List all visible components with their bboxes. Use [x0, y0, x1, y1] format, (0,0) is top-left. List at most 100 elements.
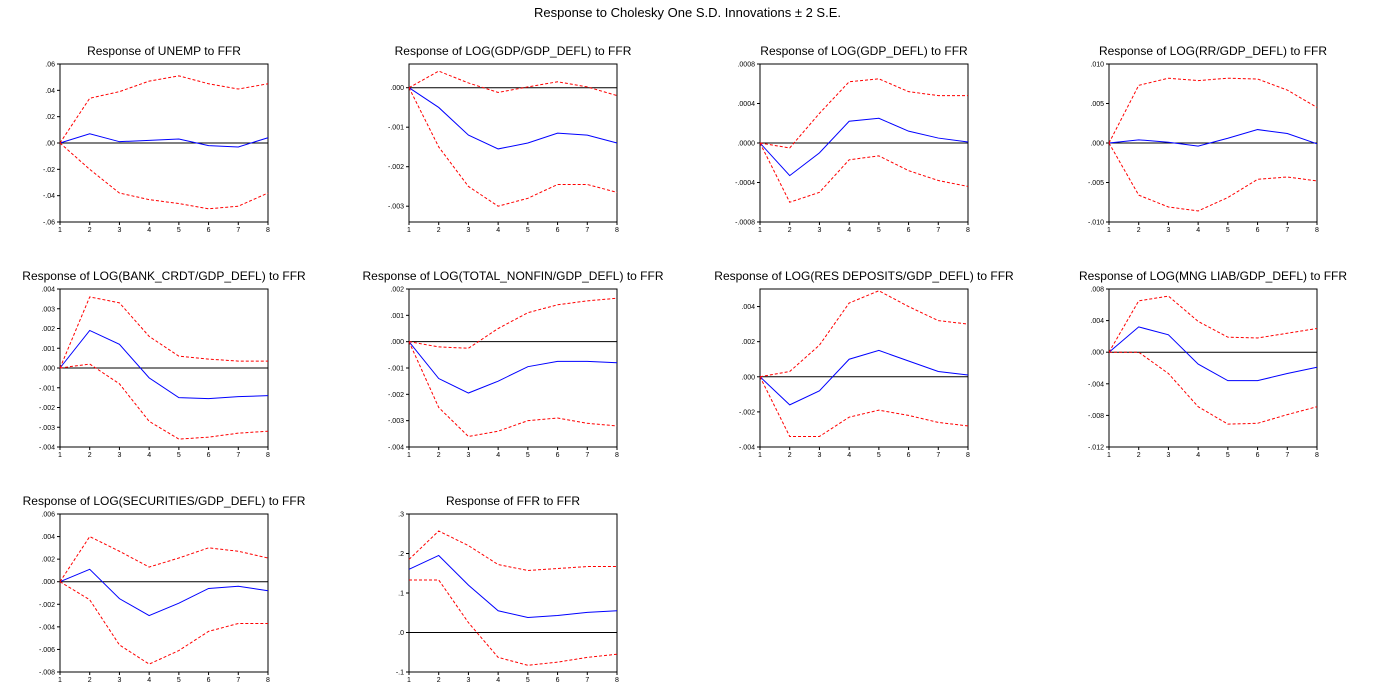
x-tick-label: 4 [847, 227, 851, 234]
plot-frame [59, 513, 269, 673]
upper-band-line [59, 296, 268, 369]
y-tick-label: .000 [1090, 350, 1104, 357]
y-tick-label: -.06 [43, 220, 55, 227]
x-tick-label: 7 [236, 452, 240, 459]
figure-title: Response to Cholesky One S.D. Innovation… [533, 5, 842, 20]
chart-panel: Response of LOG(TOTAL_NONFIN/GDP_DEFL) t… [363, 269, 664, 459]
panel-title: Response of LOG(BANK_CRDT/GDP_DEFL) to F… [22, 269, 306, 283]
panel-title: Response of LOG(SECURITIES/GDP_DEFL) to … [23, 494, 306, 508]
x-tick-label: 5 [526, 677, 530, 684]
x-tick-label: 4 [147, 677, 151, 684]
y-tick-label: -.001 [39, 385, 55, 392]
lower-band-line [1109, 351, 1318, 425]
x-tick-label: 1 [58, 452, 62, 459]
x-tick-label: 1 [758, 452, 762, 459]
x-tick-label: 1 [58, 677, 62, 684]
chart-panel: Response of LOG(GDP/GDP_DEFL) to FFR .000… [388, 44, 632, 234]
x-tick-label: 2 [788, 452, 792, 459]
y-tick-label: -.002 [388, 392, 404, 399]
x-tick-label: 2 [88, 677, 92, 684]
y-tick-label: -.002 [388, 164, 404, 171]
chart-panel: Response of UNEMP to FFR .06 .04 .02 .00 -.02… [43, 44, 270, 234]
x-tick-label: 4 [496, 227, 500, 234]
response-line [408, 554, 618, 618]
y-tick-label: -.04 [43, 193, 55, 200]
x-tick-label: 2 [788, 227, 792, 234]
y-tick-label: .002 [741, 339, 755, 346]
y-tick-label: -.003 [39, 425, 55, 432]
y-tick-label: .0004 [737, 101, 755, 108]
x-tick-label: 2 [437, 452, 441, 459]
x-tick-label: 8 [1315, 227, 1319, 234]
x-tick-label: 7 [936, 227, 940, 234]
x-tick-label: 1 [407, 227, 411, 234]
x-tick-label: 6 [207, 677, 211, 684]
y-tick-label: .002 [390, 287, 404, 294]
panel-title: Response of LOG(TOTAL_NONFIN/GDP_DEFL) t… [363, 269, 664, 283]
x-tick-label: 8 [266, 677, 270, 684]
response-line [759, 349, 969, 406]
y-tick-label: -.005 [1088, 180, 1104, 187]
x-tick-label: 3 [466, 677, 470, 684]
x-tick-label: 8 [615, 677, 619, 684]
panel-title: Response of UNEMP to FFR [87, 44, 241, 58]
y-tick-label: .004 [41, 287, 55, 294]
x-tick-label: 6 [207, 227, 211, 234]
response-line [408, 341, 618, 394]
lower-band-line [408, 341, 618, 438]
y-tick-label: .04 [45, 88, 55, 95]
response-line [1108, 326, 1318, 382]
x-tick-label: 2 [437, 677, 441, 684]
x-tick-label: 3 [117, 452, 121, 459]
x-tick-label: 8 [266, 227, 270, 234]
upper-band-line [59, 75, 269, 144]
chart-panel: Response of LOG(BANK_CRDT/GDP_DEFL) to F… [22, 269, 306, 459]
x-tick-label: 5 [877, 227, 881, 234]
lower-band-line [59, 581, 268, 665]
x-tick-label: 6 [907, 227, 911, 234]
y-tick-label: -.002 [39, 602, 55, 609]
x-tick-label: 6 [1256, 452, 1260, 459]
upper-band-line [759, 290, 969, 378]
x-tick-label: 6 [907, 452, 911, 459]
response-line [408, 87, 618, 150]
x-tick-label: 6 [556, 677, 560, 684]
x-tick-label: 2 [88, 227, 92, 234]
x-tick-label: 7 [585, 677, 589, 684]
x-tick-label: 7 [585, 452, 589, 459]
x-tick-label: 4 [847, 452, 851, 459]
upper-band-line [1108, 77, 1318, 144]
x-tick-label: 5 [1226, 227, 1230, 234]
x-tick-label: 8 [266, 452, 270, 459]
y-tick-label: .001 [390, 313, 404, 320]
x-tick-label: 3 [117, 227, 121, 234]
x-tick-label: 6 [1256, 227, 1260, 234]
x-tick-label: 7 [236, 227, 240, 234]
x-tick-label: 4 [147, 452, 151, 459]
lower-band-line [759, 376, 969, 437]
upper-band-line [408, 297, 618, 349]
panel-title: Response of LOG(GDP/GDP_DEFL) to FFR [395, 44, 632, 58]
x-tick-label: 5 [177, 452, 181, 459]
y-tick-label: -.004 [1088, 381, 1104, 388]
y-tick-label: .000 [390, 339, 404, 346]
chart-panel: Response of FFR to FFR .3 .2 .1 .0 -.11 2 3 4 5 6 7… [396, 494, 619, 684]
y-tick-label: .005 [1090, 101, 1104, 108]
upper-band-line [408, 530, 617, 571]
x-tick-label: 1 [407, 452, 411, 459]
lower-band-line [59, 363, 269, 440]
y-tick-label: -.004 [388, 445, 404, 452]
x-tick-label: 3 [1166, 227, 1170, 234]
chart-panel: Response of LOG(MNG LIAB/GDP_DEFL) to FF… [1079, 269, 1347, 459]
y-tick-label: .000 [41, 366, 55, 373]
y-tick-label: .002 [41, 326, 55, 333]
lower-band-line [1108, 142, 1318, 212]
y-tick-label: .00 [45, 141, 55, 148]
y-tick-label: .000 [390, 85, 404, 92]
y-tick-label: .006 [41, 512, 55, 519]
x-tick-label: 7 [236, 677, 240, 684]
y-tick-label: .004 [741, 304, 755, 311]
y-tick-label: .1 [398, 591, 404, 598]
x-tick-label: 3 [466, 452, 470, 459]
